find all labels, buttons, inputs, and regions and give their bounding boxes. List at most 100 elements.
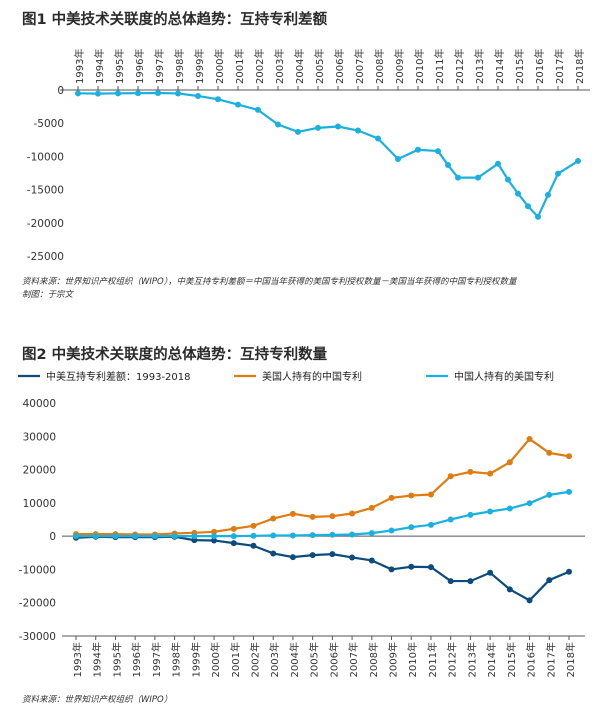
- chart2-point-1: [408, 492, 415, 499]
- chart2-source: 资料来源：世界知识产权组织（WIPO）: [22, 695, 173, 705]
- chart2-point-0: [447, 578, 454, 585]
- chart2-point-1: [349, 510, 356, 517]
- chart2-point-2: [289, 532, 296, 539]
- chart1-x-tick-label: 2013年: [473, 49, 486, 84]
- chart2-x-tick-label: 1994年: [91, 642, 104, 677]
- chart2-x-tick-label: 2016年: [525, 642, 538, 677]
- legend-label: 中美互持专利差额：1993-2018: [46, 370, 191, 383]
- chart2-x-tick-label: 2013年: [465, 642, 478, 677]
- chart2-x-tick-label: 2006年: [327, 642, 340, 677]
- chart1-point: [435, 148, 441, 155]
- chart2-series-line-2: [76, 490, 570, 538]
- chart1-point: [395, 156, 401, 163]
- chart2-point-0: [309, 552, 316, 559]
- chart2-x-tick-label: 2015年: [505, 642, 518, 677]
- chart1-x-tick-label: 2006年: [333, 49, 346, 84]
- chart2-x-tick-label: 2005年: [308, 642, 321, 677]
- chart1-x-tick-label: 1997年: [153, 49, 166, 84]
- chart2-x-tick-label: 2004年: [288, 642, 301, 677]
- chart2-x-tick-label: 2003年: [268, 642, 281, 677]
- chart2-point-0: [368, 557, 375, 564]
- chart2-point-2: [73, 533, 79, 540]
- chart2-point-1: [487, 470, 494, 477]
- chart1-point: [525, 203, 531, 210]
- chart1-point: [195, 92, 201, 99]
- chart2-y-tick-label: 0: [49, 531, 56, 543]
- chart2-point-2: [506, 505, 513, 512]
- chart1-y-tick-label: -25000: [27, 251, 64, 263]
- chart2-point-2: [309, 532, 316, 539]
- chart2-point-1: [289, 510, 296, 517]
- chart1-x-tick-label: 2012年: [453, 49, 466, 84]
- chart2-x-tick-label: 1997年: [150, 642, 163, 677]
- chart2-x-tick-label: 1995年: [110, 642, 123, 677]
- chart1-point: [335, 123, 341, 130]
- chart2-point-2: [270, 532, 277, 539]
- chart1-x-tick-label: 1994年: [93, 49, 106, 84]
- chart2-point-2: [349, 531, 356, 538]
- chart2-point-2: [191, 533, 198, 540]
- chart2-point-2: [92, 533, 99, 540]
- chart2-y-tick-label: 20000: [23, 465, 56, 477]
- chart2-point-1: [230, 525, 237, 532]
- chart2-point-0: [270, 550, 277, 557]
- chart2-point-2: [566, 488, 572, 495]
- chart2-point-0: [408, 563, 415, 570]
- chart2-point-1: [368, 504, 375, 511]
- chart1-x-tick-label: 2007年: [353, 49, 366, 84]
- chart1-point: [475, 174, 481, 181]
- chart1-point: [495, 160, 501, 167]
- chart1-x-tick-label: 1995年: [113, 49, 126, 84]
- chart2-point-1: [526, 435, 533, 442]
- chart2-x-tick-label: 2000年: [209, 642, 222, 677]
- chart1-plot: 1993年 1994年 1995年 1996年 1997年 1998年 1999年 2000年…: [27, 49, 590, 263]
- chart1-point: [95, 90, 101, 97]
- chart1-title: 图1 中美技术关联度的总体趋势：互持专利差额: [22, 12, 328, 28]
- chart2-point-0: [329, 551, 336, 558]
- chart2-y-tick-label: 40000: [23, 398, 56, 410]
- chart2-point-2: [329, 531, 336, 538]
- chart1-point: [155, 89, 161, 96]
- chart2-point-1: [467, 468, 474, 475]
- chart2-point-2: [388, 527, 395, 534]
- chart2-x-tick-label: 2012年: [446, 642, 459, 677]
- chart2-series-line-1: [76, 437, 570, 536]
- chart2-x-tick-label: 1996年: [130, 642, 143, 677]
- chart1-point: [455, 174, 461, 181]
- chart2-y-tick-label: -30000: [19, 631, 56, 643]
- chart1-credit: 制图：于宗文: [22, 290, 74, 300]
- chart2-x-tick-label: 2009年: [387, 642, 400, 677]
- chart2-point-0: [211, 537, 218, 544]
- chart2-x-tick-label: 2007年: [347, 642, 360, 677]
- chart1-point: [515, 190, 521, 197]
- chart2-point-1: [388, 494, 395, 501]
- chart2-x-tick-label: 2017年: [544, 642, 557, 677]
- chart2-point-1: [329, 513, 336, 520]
- chart1-x-tick-label: 2009年: [393, 49, 406, 84]
- chart2-point-2: [151, 533, 158, 540]
- chart2-point-2: [132, 533, 139, 540]
- chart2-point-0: [388, 566, 395, 573]
- chart2-point-0: [506, 586, 513, 593]
- chart1-y-tick-label: -15000: [27, 185, 64, 197]
- chart2-y-tick-label: -20000: [19, 598, 56, 610]
- chart1-x-tick-label: 2003年: [273, 49, 286, 84]
- chart1-point: [575, 158, 581, 165]
- chart1-point: [545, 191, 551, 198]
- chart2-point-1: [309, 513, 316, 520]
- chart1-point: [115, 90, 121, 97]
- chart1-x-tick-label: 2008年: [373, 49, 386, 84]
- chart2-series-line-0: [75, 535, 570, 602]
- chart1-point: [415, 146, 421, 153]
- chart1-x-tick-label: 2014年: [493, 49, 506, 84]
- chart1-point: [315, 124, 321, 131]
- chart1-x-tick-label: 2010年: [413, 49, 426, 84]
- chart1-point: [535, 213, 541, 220]
- chart1-y-tick-label: -5000: [33, 118, 64, 130]
- chart2-point-2: [368, 530, 375, 537]
- chart1-x-tick-label: 1993年: [73, 49, 86, 84]
- chart1-point: [505, 176, 511, 183]
- chart1-y-tick-label: -20000: [27, 218, 64, 230]
- chart2-x-tick-label: 1998年: [170, 642, 183, 677]
- chart2-point-1: [566, 453, 572, 460]
